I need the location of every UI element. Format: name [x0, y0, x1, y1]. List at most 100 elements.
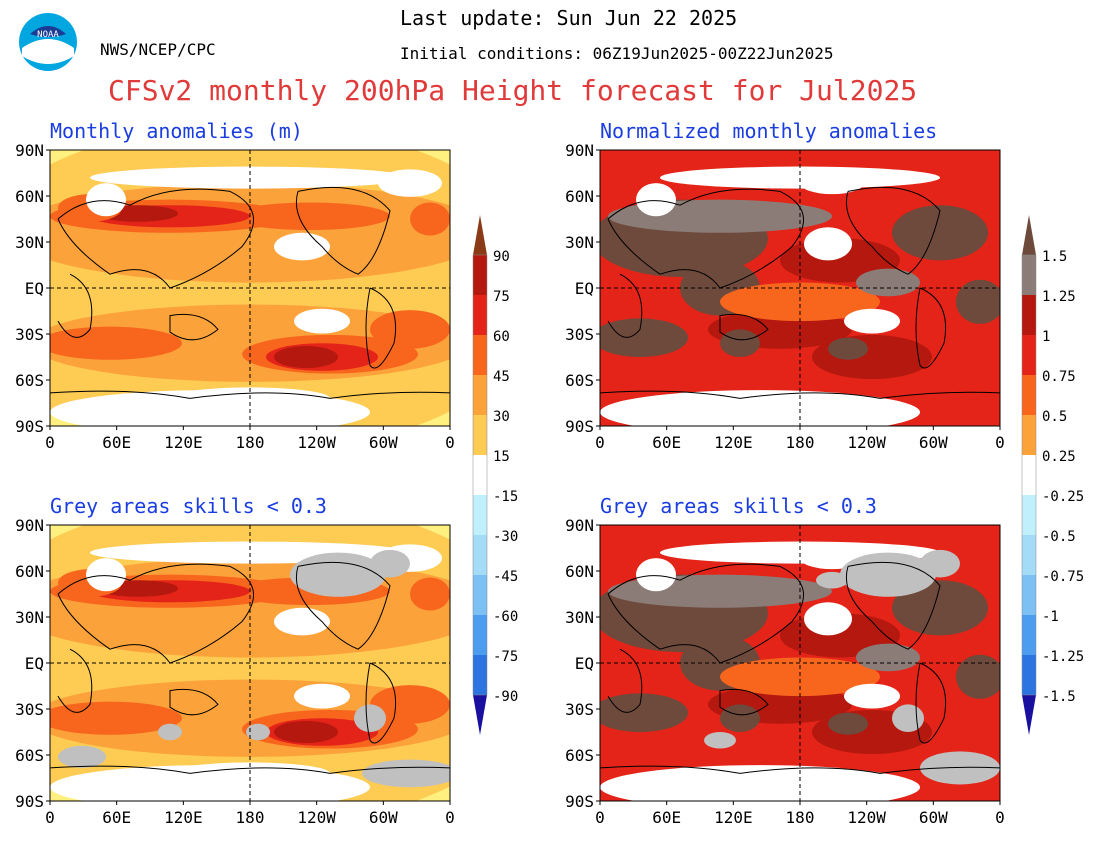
anomaly-contour [410, 202, 450, 236]
colorbar-label: -0.5 [1042, 529, 1076, 545]
anomaly-contour [194, 249, 290, 283]
initial-conditions: Initial conditions: 06Z19Jun2025-00Z22Ju… [400, 44, 834, 63]
neutral-area [800, 172, 864, 195]
anomaly-contour [812, 334, 932, 380]
lat-label: 90N [565, 516, 594, 535]
colorbar-label: -30 [493, 529, 518, 545]
lon-label: 0 [445, 433, 455, 452]
colorbar-label: -90 [493, 689, 518, 705]
colorbar-label: -60 [493, 609, 518, 625]
colorbar-swatch [473, 495, 487, 535]
low-skill-area [704, 732, 736, 749]
lon-label: 120E [714, 433, 753, 452]
coastline [50, 765, 450, 774]
lon-label: 60W [369, 808, 398, 827]
lat-label: EQ [25, 654, 44, 673]
neutral-area [660, 166, 940, 189]
neutral-area [804, 227, 852, 261]
lon-label: 0 [45, 808, 55, 827]
colorbar-min-arrow [1022, 695, 1036, 735]
colorbar-label: 30 [493, 409, 510, 425]
colorbar-anomalies: 90 75 60 45 30 15 -15 -30 -45 -60 -75 -90 [472, 215, 518, 735]
coastline [57, 648, 93, 713]
lat-label: 90S [15, 792, 44, 811]
anomaly-contour [600, 318, 688, 357]
low-skill-area [920, 549, 960, 578]
lat-label: 60N [565, 562, 594, 581]
anomaly-contour [274, 720, 338, 744]
lon-label: 60E [652, 433, 681, 452]
low-skill-area [892, 704, 924, 732]
lon-label: 120W [847, 433, 886, 452]
lon-label: 0 [595, 808, 605, 827]
low-skill-area [370, 549, 410, 578]
lat-label: 90S [565, 417, 594, 436]
colorbar-swatch [473, 295, 487, 335]
lat-label: 60S [565, 371, 594, 390]
colorbar-label: -0.75 [1042, 569, 1084, 585]
colorbar-label: 1.25 [1042, 289, 1076, 305]
coastline [295, 561, 391, 650]
lat-label: 30N [15, 608, 44, 627]
lon-label: 120W [297, 808, 336, 827]
anomaly-contour [370, 310, 450, 349]
neutral-area [636, 558, 676, 592]
anomaly-contour [720, 329, 760, 358]
anomaly-contour [274, 345, 338, 369]
low-skill-area [920, 751, 1000, 785]
low-skill-area [246, 723, 270, 741]
lat-label: 60N [15, 187, 44, 206]
colorbar-swatch [1022, 375, 1036, 415]
logo-label: NOAA [37, 30, 59, 40]
lon-label: 0 [995, 433, 1005, 452]
colorbar-neutral [1022, 455, 1036, 495]
neutral-area [90, 166, 410, 189]
colorbar-label: 45 [493, 369, 510, 385]
anomaly-contour [892, 205, 988, 261]
anomaly-contour [194, 624, 290, 658]
lon-label: 120E [714, 808, 753, 827]
anomaly-contour [892, 580, 988, 636]
lat-label: EQ [25, 279, 44, 298]
neutral-area [274, 607, 330, 636]
coastline [607, 273, 643, 338]
main-title: CFSv2 monthly 200hPa Height forecast for… [108, 74, 918, 107]
anomaly-contour [720, 704, 760, 732]
colorbar-neutral [473, 455, 487, 495]
lat-label: 60S [15, 371, 44, 390]
lon-label: 180 [236, 808, 265, 827]
colorbar-label: -45 [493, 569, 518, 585]
coastline [719, 313, 769, 341]
lon-label: 60W [369, 433, 398, 452]
coastline [295, 186, 391, 275]
neutral-area [600, 390, 920, 426]
panel-title-tl: Monthly anomalies (m) [50, 119, 303, 143]
panel-title-tr: Normalized monthly anomalies [600, 119, 938, 143]
lon-label: 180 [236, 433, 265, 452]
colorbar-label: 90 [493, 249, 510, 265]
lat-label: 90N [15, 516, 44, 535]
coastline [915, 662, 947, 744]
colorbar-label: 1.5 [1042, 249, 1067, 265]
panel-title-bl: Grey areas skills < 0.3 [50, 494, 327, 518]
lat-label: 60N [15, 562, 44, 581]
lon-label: 60E [102, 808, 131, 827]
lon-label: 60E [102, 433, 131, 452]
lat-label: EQ [575, 279, 594, 298]
anomaly-contour [370, 685, 450, 724]
anomaly-contour [956, 654, 1000, 699]
coastline [169, 313, 219, 341]
anomaly-contour [50, 326, 182, 360]
lon-label: 0 [445, 808, 455, 827]
colorbar-swatch [1022, 495, 1036, 535]
anomaly-contour [50, 701, 182, 735]
coastline [365, 287, 397, 369]
colorbar-label: -1.5 [1042, 689, 1076, 705]
coastline [600, 765, 1000, 774]
lat-label: 30S [565, 325, 594, 344]
anomaly-contour [828, 712, 868, 735]
lon-label: 60W [919, 808, 948, 827]
